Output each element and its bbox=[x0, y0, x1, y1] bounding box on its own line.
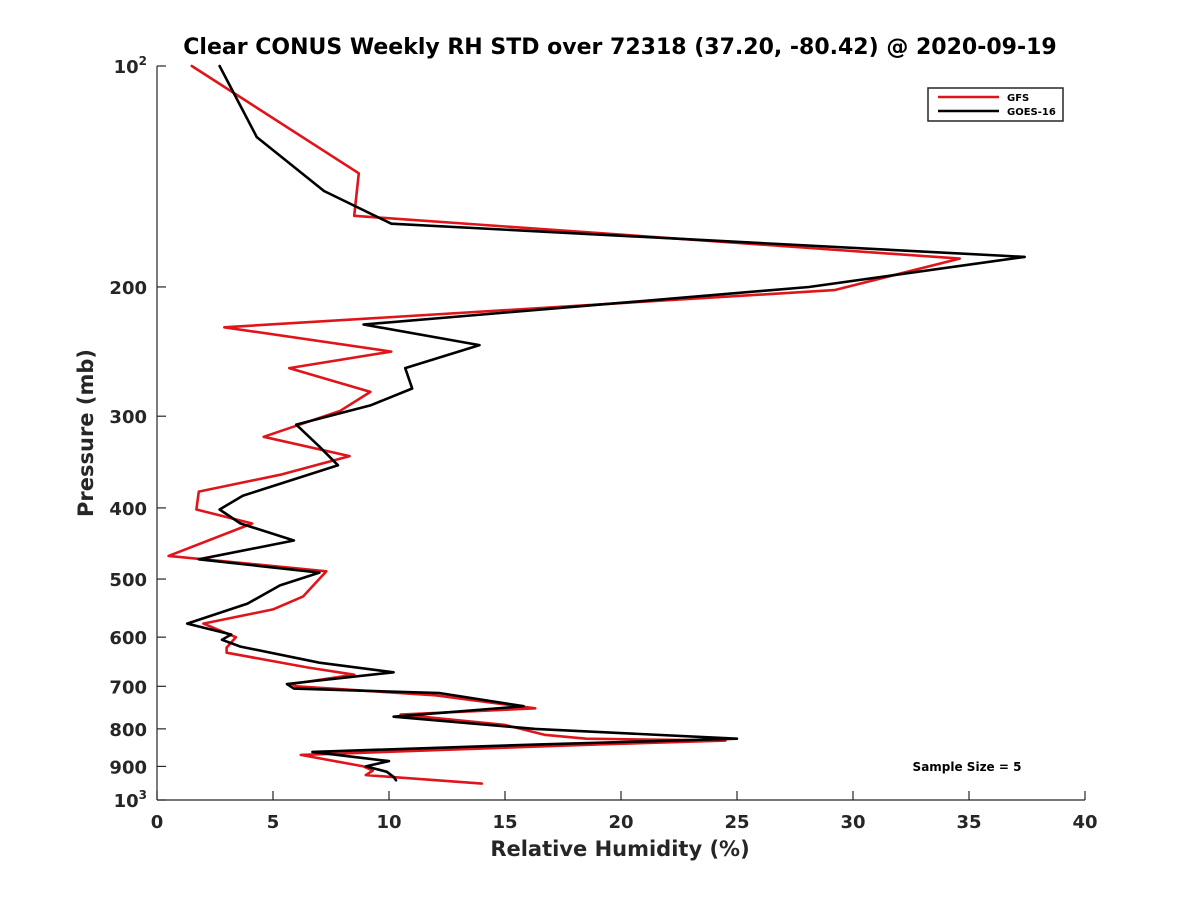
x-tick-label: 0 bbox=[151, 812, 164, 833]
x-tick-label: 25 bbox=[724, 812, 749, 833]
chart-title: Clear CONUS Weekly RH STD over 72318 (37… bbox=[183, 35, 1056, 60]
y-tick-label: 300 bbox=[109, 407, 147, 428]
x-tick-label: 40 bbox=[1072, 812, 1097, 833]
x-tick-label: 30 bbox=[840, 812, 865, 833]
x-tick-label: 35 bbox=[956, 812, 981, 833]
x-tick-label: 10 bbox=[376, 812, 401, 833]
series-line-goes-16 bbox=[185, 64, 1026, 782]
y-tick-label: 800 bbox=[109, 720, 147, 741]
y-tick-label: 500 bbox=[109, 570, 147, 591]
legend: GFS GOES-16 bbox=[927, 87, 1064, 122]
x-axis-label: Relative Humidity (%) bbox=[490, 837, 749, 861]
x-tick-label: 5 bbox=[267, 812, 280, 833]
y-tick-label: 400 bbox=[109, 499, 147, 520]
sample-size-annotation: Sample Size = 5 bbox=[913, 760, 1022, 774]
y-tick-label: 600 bbox=[109, 628, 147, 649]
series-lines bbox=[167, 64, 1026, 785]
legend-label: GOES-16 bbox=[1007, 107, 1056, 118]
x-axis-ticks: 0 5 10 15 20 25 30 35 40 bbox=[151, 791, 1098, 833]
legend-box bbox=[927, 87, 1064, 122]
y-tick-label: 700 bbox=[109, 677, 147, 698]
y-tick-label: 200 bbox=[109, 278, 147, 299]
y-axis-label: Pressure (mb) bbox=[74, 349, 98, 517]
x-tick-label: 15 bbox=[492, 812, 517, 833]
legend-label: GFS bbox=[1007, 93, 1029, 104]
x-tick-label: 20 bbox=[608, 812, 633, 833]
series-line-gfs bbox=[167, 64, 962, 785]
y-axis-ticks: 200 300 400 500 600 700 800 900 102 103 bbox=[109, 54, 166, 812]
y-tick-label: 900 bbox=[109, 757, 147, 778]
y-tick-label: 103 bbox=[114, 788, 147, 812]
y-tick-label: 102 bbox=[114, 54, 147, 78]
